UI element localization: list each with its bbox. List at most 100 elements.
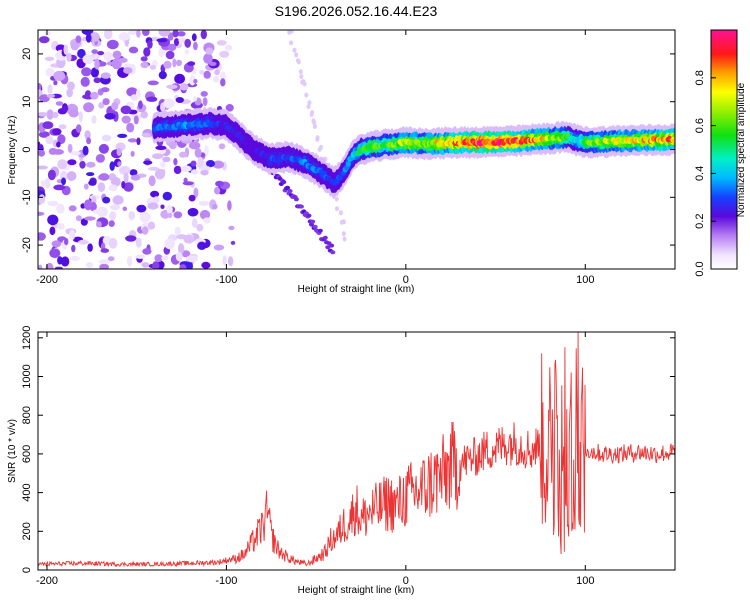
noise-blob [296, 59, 301, 65]
noise-blob [146, 96, 158, 102]
x-tick-label: -200 [36, 575, 58, 587]
noise-blob [104, 113, 116, 120]
noise-blob [200, 91, 208, 97]
noise-blob [69, 229, 76, 241]
colorbar-tick-label: 0.8 [694, 70, 706, 85]
noise-blob [108, 184, 118, 192]
noise-blob [152, 153, 164, 160]
noise-blob [177, 31, 186, 37]
noise-blob [98, 259, 110, 265]
noise-blob [200, 169, 209, 176]
noise-blob [81, 30, 94, 36]
noise-blob [160, 49, 166, 55]
noise-blob [44, 56, 55, 61]
noise-blob [341, 231, 346, 237]
noise-blob [166, 84, 178, 90]
noise-blob [106, 61, 113, 66]
noise-blob [167, 32, 174, 41]
noise-blob [214, 186, 221, 195]
noise-blob [67, 159, 77, 166]
noise-blob [319, 144, 323, 150]
noise-blob [155, 145, 167, 150]
y-tick-label: 1000 [21, 364, 33, 388]
noise-blob [173, 165, 182, 175]
noise-blob [306, 104, 311, 110]
noise-blob [289, 30, 294, 34]
noise-blob [163, 60, 172, 69]
noise-blob [179, 83, 189, 91]
noise-blob [119, 165, 131, 175]
noise-blob [281, 180, 287, 185]
noise-blob [44, 31, 52, 36]
noise-blob [168, 140, 177, 150]
x-tick-label: -100 [215, 274, 237, 286]
snr-frame [37, 331, 676, 571]
noise-blob [130, 174, 141, 181]
noise-blob [61, 105, 69, 112]
noise-blob [139, 211, 151, 223]
noise-blob [109, 204, 120, 211]
noise-blob [193, 78, 198, 84]
noise-blob [122, 206, 128, 211]
noise-blob [150, 190, 160, 198]
noise-blob [96, 221, 102, 228]
noise-blob [38, 165, 48, 170]
noise-blob [47, 200, 59, 207]
noise-blob [341, 219, 346, 225]
noise-blob [126, 122, 135, 133]
noise-blob [90, 67, 99, 78]
noise-blob [70, 41, 79, 51]
noise-blob [84, 130, 91, 140]
noise-blob [117, 161, 122, 167]
noise-blob [202, 97, 208, 106]
noise-blob [97, 182, 106, 193]
noise-blob [138, 100, 143, 110]
noise-blob [121, 115, 131, 124]
y-tick-label: -20 [21, 237, 33, 253]
noise-blob [128, 46, 139, 54]
noise-blob [167, 43, 177, 52]
noise-blob [334, 196, 339, 202]
noise-blob [94, 58, 100, 70]
noise-blob [190, 160, 197, 167]
noise-blob [75, 35, 82, 44]
noise-blob [203, 70, 211, 79]
snr-plot-area [38, 332, 675, 568]
noise-blob [299, 74, 304, 80]
noise-blob [206, 160, 215, 168]
noise-blob [106, 39, 119, 50]
noise-blob [204, 145, 209, 157]
noise-blob [172, 30, 179, 38]
noise-blob [108, 220, 115, 228]
noise-blob [184, 48, 190, 55]
noise-blob [311, 118, 316, 124]
spectrogram-x-axis-label: Height of straight line (km) [298, 284, 415, 295]
noise-blob [107, 256, 115, 262]
noise-blob [148, 175, 156, 187]
noise-blob [161, 255, 169, 261]
noise-blob [38, 83, 42, 92]
noise-blob [38, 232, 46, 241]
noise-blob [111, 101, 119, 111]
noise-blob [89, 32, 100, 42]
noise-blob [173, 158, 178, 166]
noise-blob [212, 203, 218, 210]
noise-blob [84, 199, 93, 211]
noise-blob [130, 150, 135, 157]
noise-blob [227, 256, 234, 267]
noise-blob [98, 102, 105, 109]
noise-blob [57, 134, 66, 145]
noise-blob [100, 248, 110, 253]
noise-blob [309, 112, 314, 117]
noise-blob [180, 165, 192, 172]
noise-blob [206, 166, 211, 171]
spectrogram-x-axis: -200 -100 0 100 [36, 30, 594, 286]
noise-blob [306, 213, 312, 218]
noise-blob [111, 176, 121, 187]
noise-blob [158, 71, 167, 80]
noise-blob [126, 87, 138, 97]
y-tick-label: 1200 [21, 326, 33, 350]
noise-blob [230, 240, 236, 245]
noise-blob [287, 189, 293, 193]
noise-blob [91, 49, 98, 54]
